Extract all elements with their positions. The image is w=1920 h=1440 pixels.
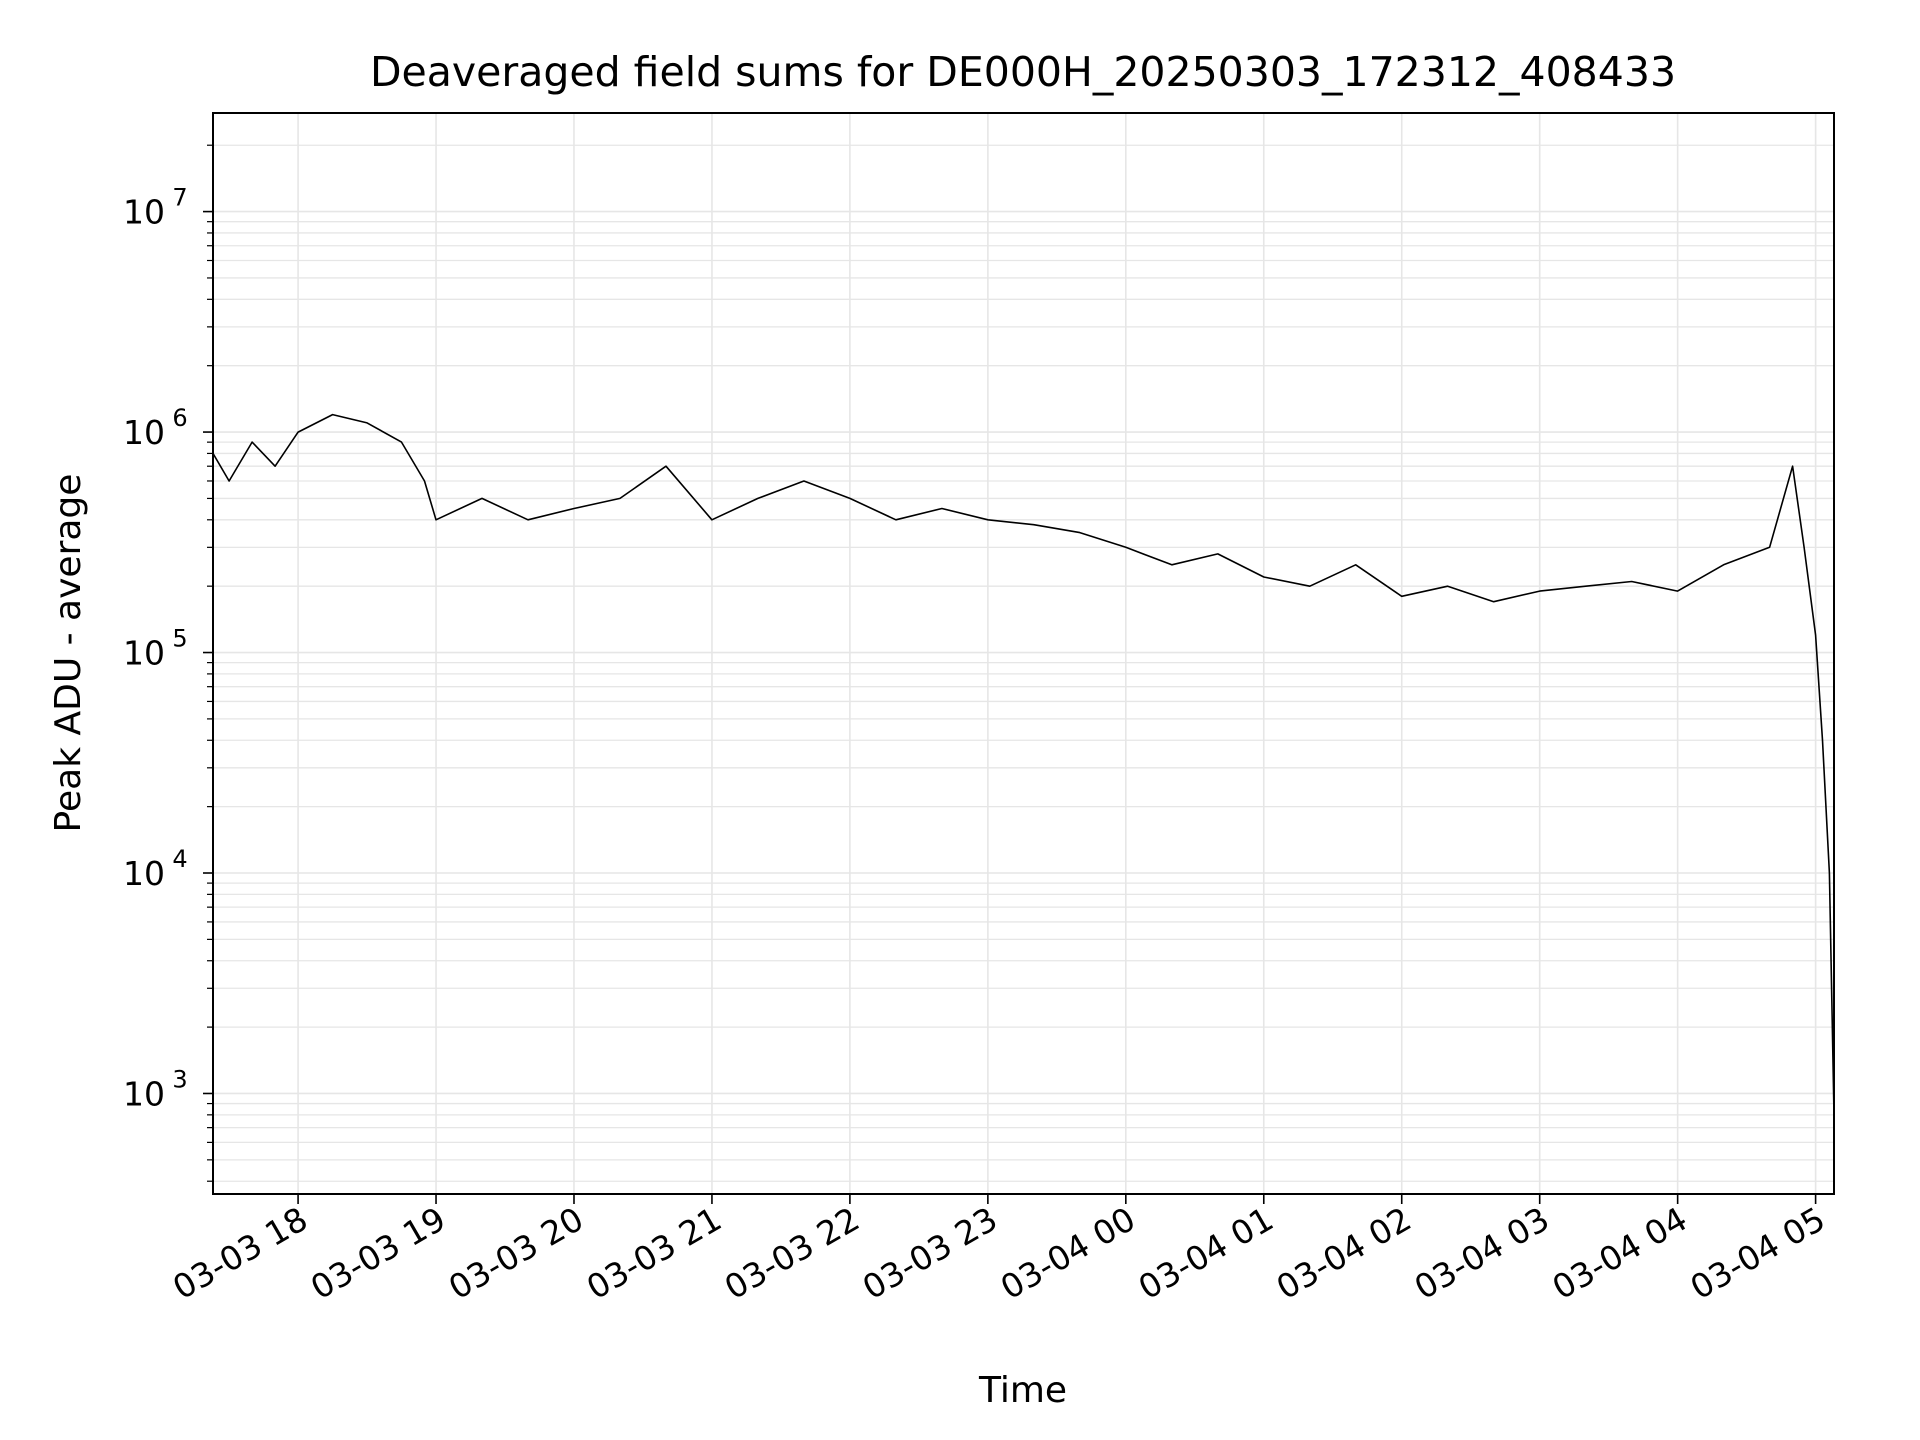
y-tick-label: 10 (123, 193, 165, 232)
y-tick-label-exponent: 4 (172, 845, 187, 873)
y-tick-label-exponent: 6 (172, 404, 187, 432)
y-tick-label: 10 (123, 854, 165, 893)
y-tick-label-exponent: 5 (172, 625, 187, 653)
series-line (213, 413, 1834, 1115)
x-axis-label: Time (978, 1370, 1067, 1411)
y-tick-label: 10 (123, 1074, 165, 1113)
y-tick-label: 10 (123, 634, 165, 673)
y-axis-label: Peak ADU - average (48, 474, 89, 833)
y-tick-label-exponent: 7 (172, 184, 187, 212)
chart-title: Deaveraged field sums for DE000H_2025030… (370, 48, 1676, 96)
plot-frame (212, 112, 1835, 1195)
y-tick-label: 10 (123, 413, 165, 452)
grid-layer (213, 113, 1834, 1194)
y-tick-label-exponent: 3 (172, 1065, 187, 1093)
plot-layer (213, 413, 1834, 1115)
